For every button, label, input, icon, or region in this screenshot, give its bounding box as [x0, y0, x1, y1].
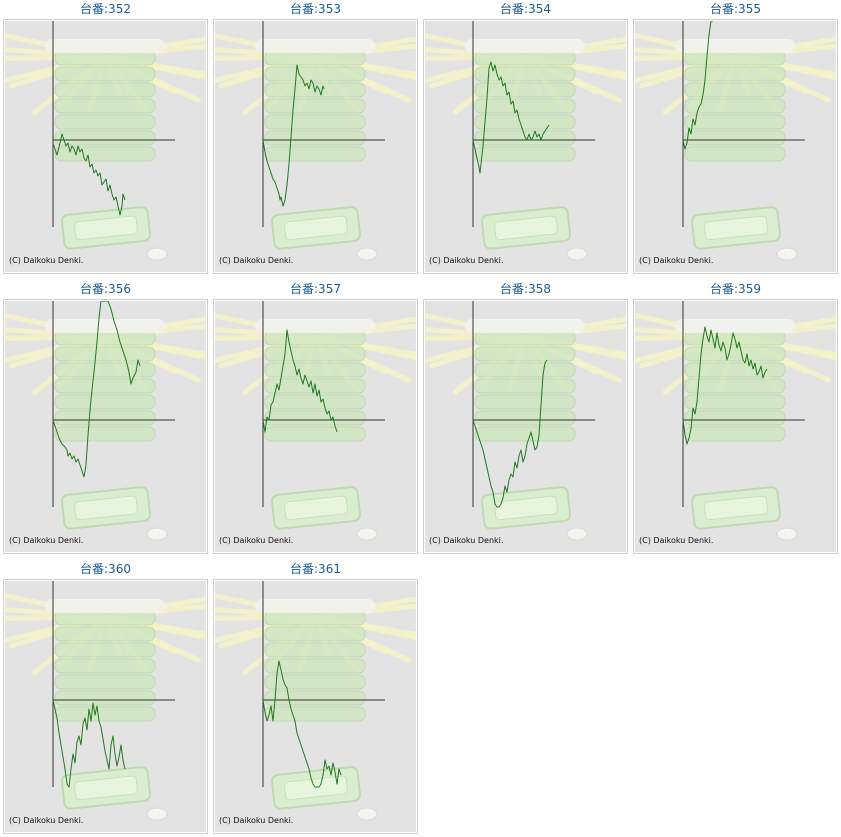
copyright-credit: (C) Daikoku Denki.	[219, 816, 294, 825]
slump-graph	[635, 301, 836, 552]
slump-series-line	[262, 64, 325, 207]
copyright-credit: (C) Daikoku Denki.	[9, 816, 84, 825]
watermark-illustration	[635, 313, 836, 541]
watermark-illustration	[5, 593, 206, 821]
copyright-credit: (C) Daikoku Denki.	[219, 256, 294, 265]
slump-graph-panel: (C) Daikoku Denki.	[633, 19, 838, 274]
slump-graph	[215, 21, 416, 272]
copyright-credit: (C) Daikoku Denki.	[9, 256, 84, 265]
machine-number-title[interactable]: 台番:355	[710, 2, 761, 16]
slump-series-line	[472, 359, 548, 508]
slump-graph-panel: (C) Daikoku Denki.	[3, 19, 208, 274]
slump-graph-panel: (C) Daikoku Denki.	[213, 19, 418, 274]
slump-graph-panel: (C) Daikoku Denki.	[423, 299, 628, 554]
slump-graph	[215, 301, 416, 552]
slump-series-line	[52, 301, 141, 478]
watermark-illustration	[425, 313, 626, 541]
copyright-credit: (C) Daikoku Denki.	[639, 536, 714, 545]
machine-number-title[interactable]: 台番:359	[710, 282, 761, 296]
slump-graph-panel: (C) Daikoku Denki.	[213, 299, 418, 554]
slump-series-line	[262, 329, 338, 433]
slump-graph-panel: (C) Daikoku Denki.	[633, 299, 838, 554]
slump-series-line	[472, 61, 550, 174]
machine-number-title[interactable]: 台番:356	[80, 282, 131, 296]
copyright-credit: (C) Daikoku Denki.	[429, 536, 504, 545]
watermark-illustration	[5, 33, 206, 261]
copyright-credit: (C) Daikoku Denki.	[639, 256, 714, 265]
machine-number-title[interactable]: 台番:360	[80, 562, 131, 576]
watermark-illustration	[215, 33, 416, 261]
slump-graph	[5, 301, 206, 552]
slump-graph-panel: (C) Daikoku Denki.	[423, 19, 628, 274]
slump-graph	[5, 581, 206, 832]
copyright-credit: (C) Daikoku Denki.	[429, 256, 504, 265]
copyright-credit: (C) Daikoku Denki.	[9, 536, 84, 545]
machine-number-title[interactable]: 台番:353	[290, 2, 341, 16]
slump-graph-panel: (C) Daikoku Denki.	[3, 299, 208, 554]
slump-graph	[425, 301, 626, 552]
copyright-credit: (C) Daikoku Denki.	[219, 536, 294, 545]
machine-number-title[interactable]: 台番:358	[500, 282, 551, 296]
slump-graph-panel: (C) Daikoku Denki.	[213, 579, 418, 834]
machine-number-title[interactable]: 台番:361	[290, 562, 341, 576]
watermark-illustration	[635, 33, 836, 261]
machine-number-title[interactable]: 台番:354	[500, 2, 551, 16]
machine-number-title[interactable]: 台番:352	[80, 2, 131, 16]
slump-graph	[215, 581, 416, 832]
slump-series-line	[682, 21, 713, 150]
slump-graph	[635, 21, 836, 272]
slump-series-line	[262, 660, 342, 788]
slump-graph	[5, 21, 206, 272]
slump-graph-panel: (C) Daikoku Denki.	[3, 579, 208, 834]
slump-series-line	[52, 699, 126, 788]
watermark-illustration	[425, 33, 626, 261]
slump-series-line	[682, 326, 768, 445]
slump-series-line	[52, 133, 126, 216]
slump-graph	[425, 21, 626, 272]
machine-number-title[interactable]: 台番:357	[290, 282, 341, 296]
watermark-illustration	[215, 593, 416, 821]
